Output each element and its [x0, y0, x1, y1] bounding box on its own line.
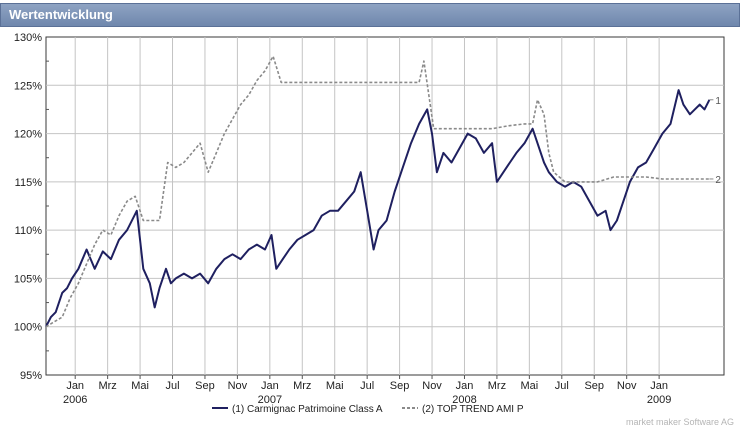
- y-tick-label: 100%: [14, 322, 42, 334]
- x-tick-label: Mrz: [488, 380, 506, 392]
- panel-title: Wertentwicklung: [9, 7, 113, 22]
- x-tick-label: Mrz: [293, 380, 311, 392]
- x-tick-label: Jan: [66, 380, 84, 392]
- year-label: 2006: [63, 394, 87, 406]
- legend: (1) Carmignac Patrimoine Class A (2) TOP …: [212, 404, 524, 415]
- y-tick-label: 105%: [14, 273, 42, 285]
- y-axis: 130% 125% 120% 115% 110% 105% 100% 95%: [14, 32, 49, 382]
- x-tick-label: Jul: [165, 380, 179, 392]
- x-tick-label: Sep: [195, 380, 215, 392]
- x-tick-label: Jul: [360, 380, 374, 392]
- series-line-2: [45, 55, 710, 328]
- y-tick-label: 95%: [20, 370, 42, 382]
- x-tick-label: Jan: [261, 380, 279, 392]
- y-tick-label: 110%: [15, 225, 43, 237]
- x-tick-label: Mrz: [98, 380, 116, 392]
- panel-header: Wertentwicklung: [0, 3, 740, 27]
- x-tick-label: Jan: [650, 380, 668, 392]
- x-tick-label: Jul: [555, 380, 569, 392]
- y-tick-label: 125%: [14, 80, 42, 92]
- year-label: 2008: [452, 394, 476, 406]
- series-group: 12: [45, 55, 721, 328]
- y-tick-label: 130%: [14, 32, 42, 44]
- x-tick-label: Nov: [617, 380, 637, 392]
- y-tick-label: 115%: [15, 177, 43, 189]
- year-label: 2007: [258, 394, 282, 406]
- grid: [46, 37, 724, 375]
- series-end-label: 2: [715, 175, 721, 186]
- series-end-label: 1: [715, 96, 721, 107]
- x-tick-label: Mai: [326, 380, 344, 392]
- performance-chart: 130% 125% 120% 115% 110% 105% 100% 95% Jan Mrz Ma…: [14, 32, 734, 426]
- x-axis: Jan Mrz Mai Jul Sep Nov Jan Mrz Mai Jul Sep Nov Jan M…: [63, 375, 671, 406]
- legend-label-1: (1) Carmignac Patrimoine Class A: [232, 404, 383, 415]
- x-tick-label: Nov: [228, 380, 248, 392]
- x-tick-label: Sep: [584, 380, 604, 392]
- series-line-1: [45, 89, 711, 328]
- credit-text: market maker Software AG: [626, 417, 734, 426]
- x-tick-label: Nov: [422, 380, 442, 392]
- x-tick-label: Mai: [520, 380, 538, 392]
- x-tick-label: Mai: [131, 380, 149, 392]
- year-label: 2009: [647, 394, 671, 406]
- plot-area: [45, 36, 725, 376]
- x-tick-label: Jan: [456, 380, 474, 392]
- x-tick-label: Sep: [390, 380, 410, 392]
- y-tick-label: 120%: [14, 129, 42, 141]
- legend-label-2: (2) TOP TREND AMI P: [422, 404, 524, 415]
